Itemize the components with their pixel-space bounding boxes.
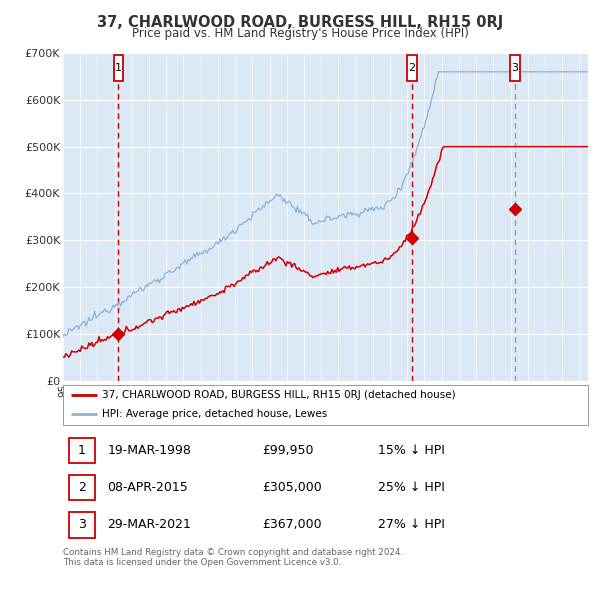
Text: £367,000: £367,000 bbox=[263, 519, 322, 532]
FancyBboxPatch shape bbox=[70, 438, 95, 463]
Text: £99,950: £99,950 bbox=[263, 444, 314, 457]
Text: 2: 2 bbox=[78, 481, 86, 494]
Text: 37, CHARLWOOD ROAD, BURGESS HILL, RH15 0RJ: 37, CHARLWOOD ROAD, BURGESS HILL, RH15 0… bbox=[97, 15, 503, 30]
Text: 25% ↓ HPI: 25% ↓ HPI bbox=[378, 481, 445, 494]
Text: 08-APR-2015: 08-APR-2015 bbox=[107, 481, 188, 494]
Text: 19-MAR-1998: 19-MAR-1998 bbox=[107, 444, 191, 457]
Text: 1: 1 bbox=[115, 63, 122, 73]
Text: £305,000: £305,000 bbox=[263, 481, 322, 494]
Text: 29-MAR-2021: 29-MAR-2021 bbox=[107, 519, 191, 532]
Text: 3: 3 bbox=[511, 63, 518, 73]
Text: 27% ↓ HPI: 27% ↓ HPI bbox=[378, 519, 445, 532]
Text: 3: 3 bbox=[78, 519, 86, 532]
Text: Price paid vs. HM Land Registry's House Price Index (HPI): Price paid vs. HM Land Registry's House … bbox=[131, 27, 469, 40]
Text: 1: 1 bbox=[78, 444, 86, 457]
Text: 15% ↓ HPI: 15% ↓ HPI bbox=[378, 444, 445, 457]
Text: Contains HM Land Registry data © Crown copyright and database right 2024.
This d: Contains HM Land Registry data © Crown c… bbox=[63, 548, 403, 567]
FancyBboxPatch shape bbox=[70, 475, 95, 500]
Text: 37, CHARLWOOD ROAD, BURGESS HILL, RH15 0RJ (detached house): 37, CHARLWOOD ROAD, BURGESS HILL, RH15 0… bbox=[103, 390, 456, 399]
FancyBboxPatch shape bbox=[113, 55, 123, 81]
FancyBboxPatch shape bbox=[510, 55, 520, 81]
FancyBboxPatch shape bbox=[70, 512, 95, 537]
Text: 2: 2 bbox=[409, 63, 415, 73]
Text: HPI: Average price, detached house, Lewes: HPI: Average price, detached house, Lewe… bbox=[103, 408, 328, 418]
FancyBboxPatch shape bbox=[407, 55, 416, 81]
